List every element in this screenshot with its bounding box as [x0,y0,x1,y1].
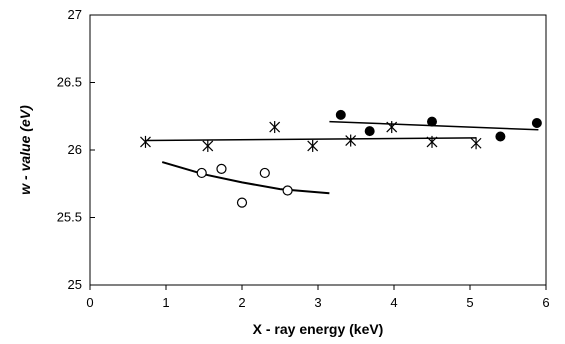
data-point-filled-circle [495,131,506,142]
data-point-open-circle [236,197,248,208]
y-axis-ticks: 25 25.5 26 26.5 27 [57,7,95,292]
data-point-filled-circle [427,116,437,127]
data-point-open-circle [259,167,270,179]
data-point-asterisk [140,135,151,148]
trend-lines [145,120,539,195]
y-tick-label: 25.5 [57,210,82,225]
y-tick-label: 27 [68,7,82,22]
x-tick-label: 3 [314,295,321,310]
data-point-asterisk [426,135,438,148]
x-tick-label: 1 [162,295,169,310]
y-tick-label: 26 [68,142,82,157]
x-tick-label: 6 [542,295,549,310]
y-tick-label: 25 [68,277,82,292]
trend-line-open-circle [161,161,330,195]
data-point-open-circle [196,167,207,179]
x-tick-label: 5 [466,295,473,310]
data-point-asterisk [202,139,214,152]
x-axis-ticks: 0 1 2 3 4 5 6 [86,285,550,310]
data-point-open-circle [216,163,227,174]
x-axis-label: X - ray energy (keV) [253,321,384,337]
data-point-filled-circle [531,118,542,128]
x-tick-label: 4 [390,295,397,310]
x-tick-label: 2 [238,295,245,310]
trend-line-asterisk [145,137,477,142]
data-points [140,109,542,208]
data-point-asterisk [307,139,319,152]
data-point-filled-circle [335,109,346,120]
data-point-filled-circle [364,126,375,137]
data-point-open-circle [282,185,293,196]
data-point-asterisk [269,121,281,134]
y-axis-label: w - value (eV) [17,105,33,195]
data-point-asterisk [470,137,482,150]
data-point-asterisk [386,121,398,134]
data-point-asterisk [345,134,357,147]
plot-area-frame [89,14,547,286]
y-tick-label: 26.5 [57,75,82,90]
x-tick-label: 0 [86,295,93,310]
